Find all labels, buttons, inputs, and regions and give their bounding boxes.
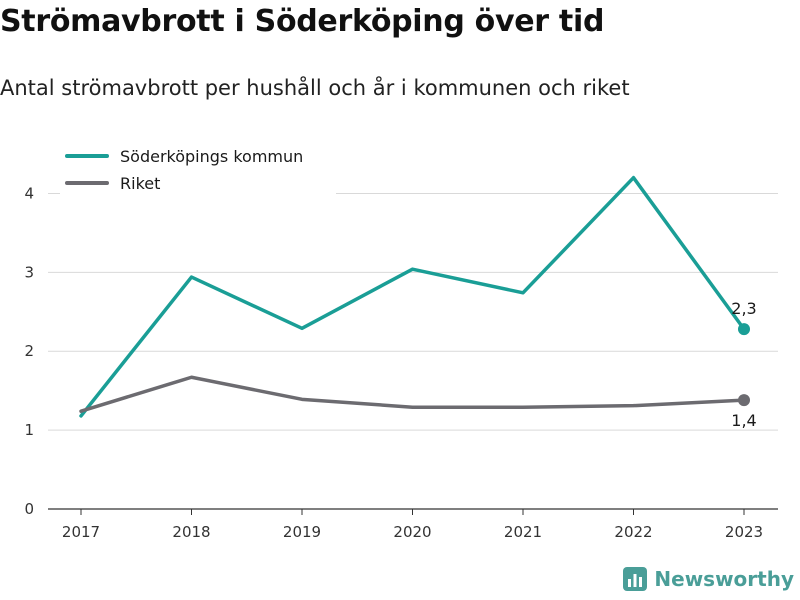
series-lines: 2,3 1,4 — [79, 175, 757, 430]
x-tick-label: 2019 — [283, 523, 321, 541]
end-value-label: 2,3 — [731, 299, 756, 318]
axes: 0 1 2 3 4 2017 2018 2019 2020 2021 2022 2023 — [24, 184, 778, 541]
y-tick-label: 3 — [24, 263, 34, 281]
x-tick-label: 2022 — [614, 523, 652, 541]
x-tick-label: 2020 — [393, 523, 431, 541]
series-line-soderkoping — [79, 175, 746, 418]
legend-background — [60, 140, 336, 196]
y-tick-label: 1 — [24, 421, 34, 439]
data-point — [738, 323, 750, 336]
y-tick-label: 4 — [24, 184, 34, 202]
x-tick-label: 2023 — [725, 523, 763, 541]
series-line-riket — [79, 375, 746, 413]
legend-label: Riket — [120, 174, 160, 193]
chart-title: Strömavbrott i Söderköping över tid — [0, 4, 605, 39]
legend-label: Söderköpings kommun — [120, 147, 303, 166]
x-tick-label: 2017 — [62, 523, 100, 541]
newsworthy-brand: Newsworthy — [622, 566, 794, 592]
end-value-label: 1,4 — [731, 411, 756, 430]
grid-lines — [48, 192, 778, 431]
legend: Söderköpings kommun Riket — [60, 140, 336, 196]
x-tick-label: 2018 — [172, 523, 210, 541]
y-tick-label: 0 — [24, 500, 34, 518]
chart-subtitle: Antal strömavbrott per hushåll och år i … — [0, 76, 630, 100]
y-tick-label: 2 — [24, 342, 34, 360]
data-point — [738, 394, 750, 407]
newsworthy-logo-icon — [623, 567, 648, 591]
brand-name: Newsworthy — [654, 567, 794, 591]
x-tick-label: 2021 — [504, 523, 542, 541]
